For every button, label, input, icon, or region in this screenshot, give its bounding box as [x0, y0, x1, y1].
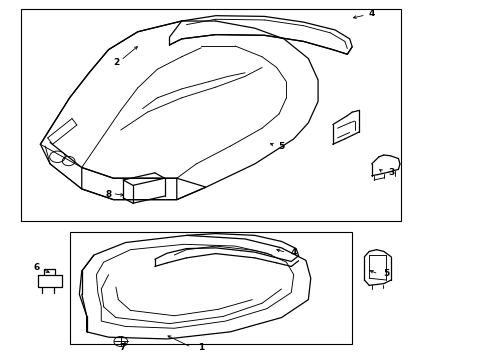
Bar: [21, 9, 401, 221]
Text: 8: 8: [105, 190, 112, 199]
Text: 5: 5: [383, 269, 390, 278]
Text: 1: 1: [198, 343, 204, 352]
Text: 2: 2: [113, 58, 119, 67]
Text: 4: 4: [291, 248, 297, 257]
Text: 6: 6: [33, 263, 40, 272]
Text: 4: 4: [368, 9, 375, 18]
Text: 7: 7: [119, 343, 125, 352]
Text: 5: 5: [278, 141, 285, 150]
Bar: [70, 232, 352, 344]
Text: 3: 3: [388, 168, 394, 177]
